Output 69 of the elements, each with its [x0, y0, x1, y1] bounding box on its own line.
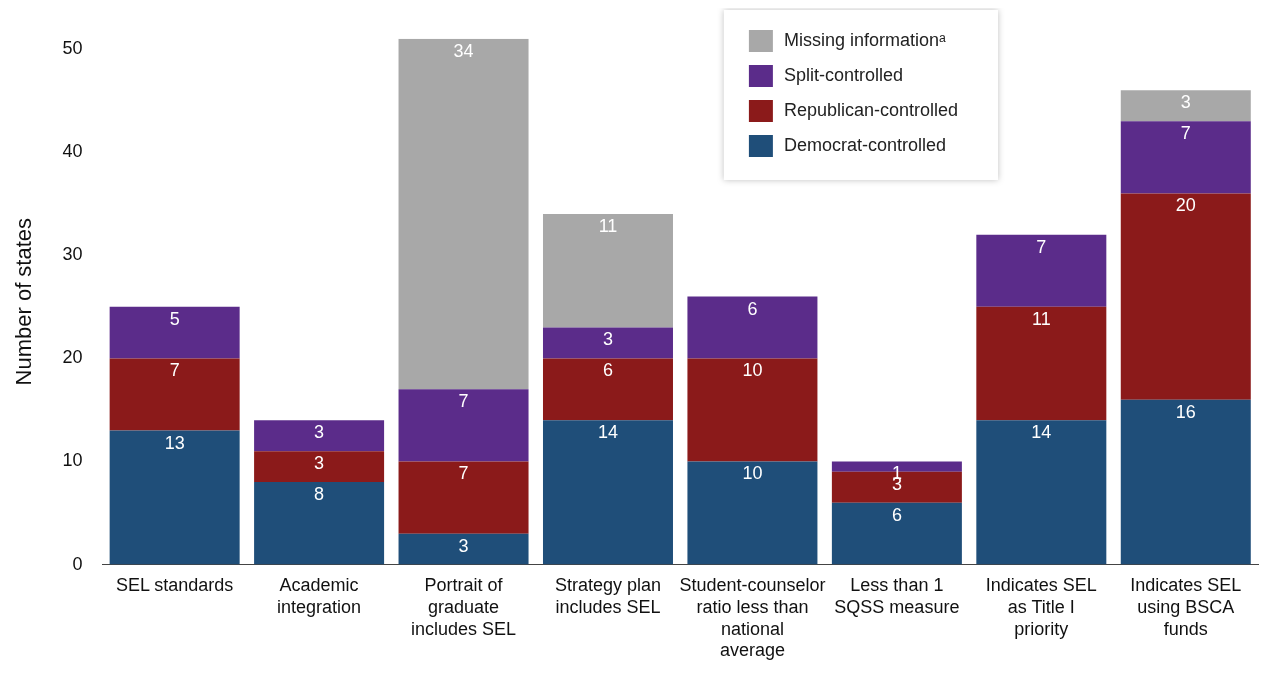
data-label: 3 [314, 453, 325, 474]
bar [398, 533, 529, 565]
bar [687, 461, 818, 565]
data-label: 3 [458, 535, 469, 556]
bar [831, 502, 962, 565]
bar [1120, 121, 1251, 194]
bar [109, 358, 240, 431]
data-label: 13 [164, 432, 185, 453]
data-label: 7 [458, 463, 469, 484]
data-label: 6 [602, 360, 613, 381]
bar [398, 389, 529, 462]
data-label: 8 [314, 484, 325, 505]
legend-label: Republican-controlled [783, 99, 959, 120]
bar [254, 420, 385, 452]
x-tick-label: Student-counselor ratio less than national average [679, 575, 826, 661]
x-tick-label: Less than 1 SQSS measure [834, 575, 960, 617]
bar [254, 482, 385, 565]
bar [687, 358, 818, 462]
y-tick-label: 10 [62, 450, 83, 471]
bar [1120, 90, 1251, 122]
data-label: 3 [314, 422, 325, 443]
data-label: 14 [1031, 422, 1052, 443]
data-label: 7 [1036, 236, 1047, 257]
bar [542, 214, 673, 328]
bar [109, 306, 240, 359]
bar [976, 234, 1107, 307]
y-tick-label: 0 [72, 553, 83, 574]
data-label: 20 [1175, 195, 1196, 216]
data-label: 16 [1175, 401, 1196, 422]
bar [1120, 193, 1251, 400]
data-label: 11 [598, 216, 618, 237]
bar [398, 38, 529, 390]
bar [542, 327, 673, 359]
legend-label: Missing informationᵃ [783, 29, 946, 50]
y-tick-label: 20 [62, 347, 83, 368]
data-label: 5 [169, 308, 180, 329]
data-label: 10 [742, 360, 763, 381]
bar [542, 358, 673, 421]
data-label: 34 [453, 40, 474, 61]
data-label: 6 [891, 504, 902, 525]
x-tick-label: Indicates SEL using BSCA funds [1130, 575, 1242, 639]
x-tick-label: Strategy plan includes SEL [554, 575, 662, 617]
y-tick-label: 30 [62, 244, 83, 265]
data-label: 3 [1180, 92, 1191, 113]
bar [1120, 399, 1251, 565]
data-label: 7 [1180, 123, 1191, 144]
bar [687, 296, 818, 359]
legend-label: Split-controlled [783, 64, 903, 85]
x-tick-label: Academic integration [277, 575, 362, 617]
data-label: 7 [169, 360, 180, 381]
bar [109, 430, 240, 565]
data-label: 14 [597, 422, 618, 443]
data-label: 11 [1031, 308, 1051, 329]
y-tick-label: 40 [62, 141, 83, 162]
y-tick-label: 50 [62, 38, 83, 59]
x-tick-label: Portrait of graduate includes SEL [411, 575, 517, 639]
y-axis-title: Number of states [11, 217, 37, 386]
bar [976, 306, 1107, 421]
data-label: 6 [747, 298, 758, 319]
data-label: 7 [458, 391, 469, 412]
x-tick-label: SEL standards [115, 575, 234, 596]
x-tick-label: Indicates SEL as Title I priority [985, 575, 1097, 639]
bar [976, 420, 1107, 565]
legend-label: Democrat-controlled [783, 134, 946, 155]
bar [254, 451, 385, 483]
data-label: 10 [742, 463, 763, 484]
bar [542, 420, 673, 565]
bar [398, 461, 529, 534]
data-label: 3 [602, 329, 613, 350]
